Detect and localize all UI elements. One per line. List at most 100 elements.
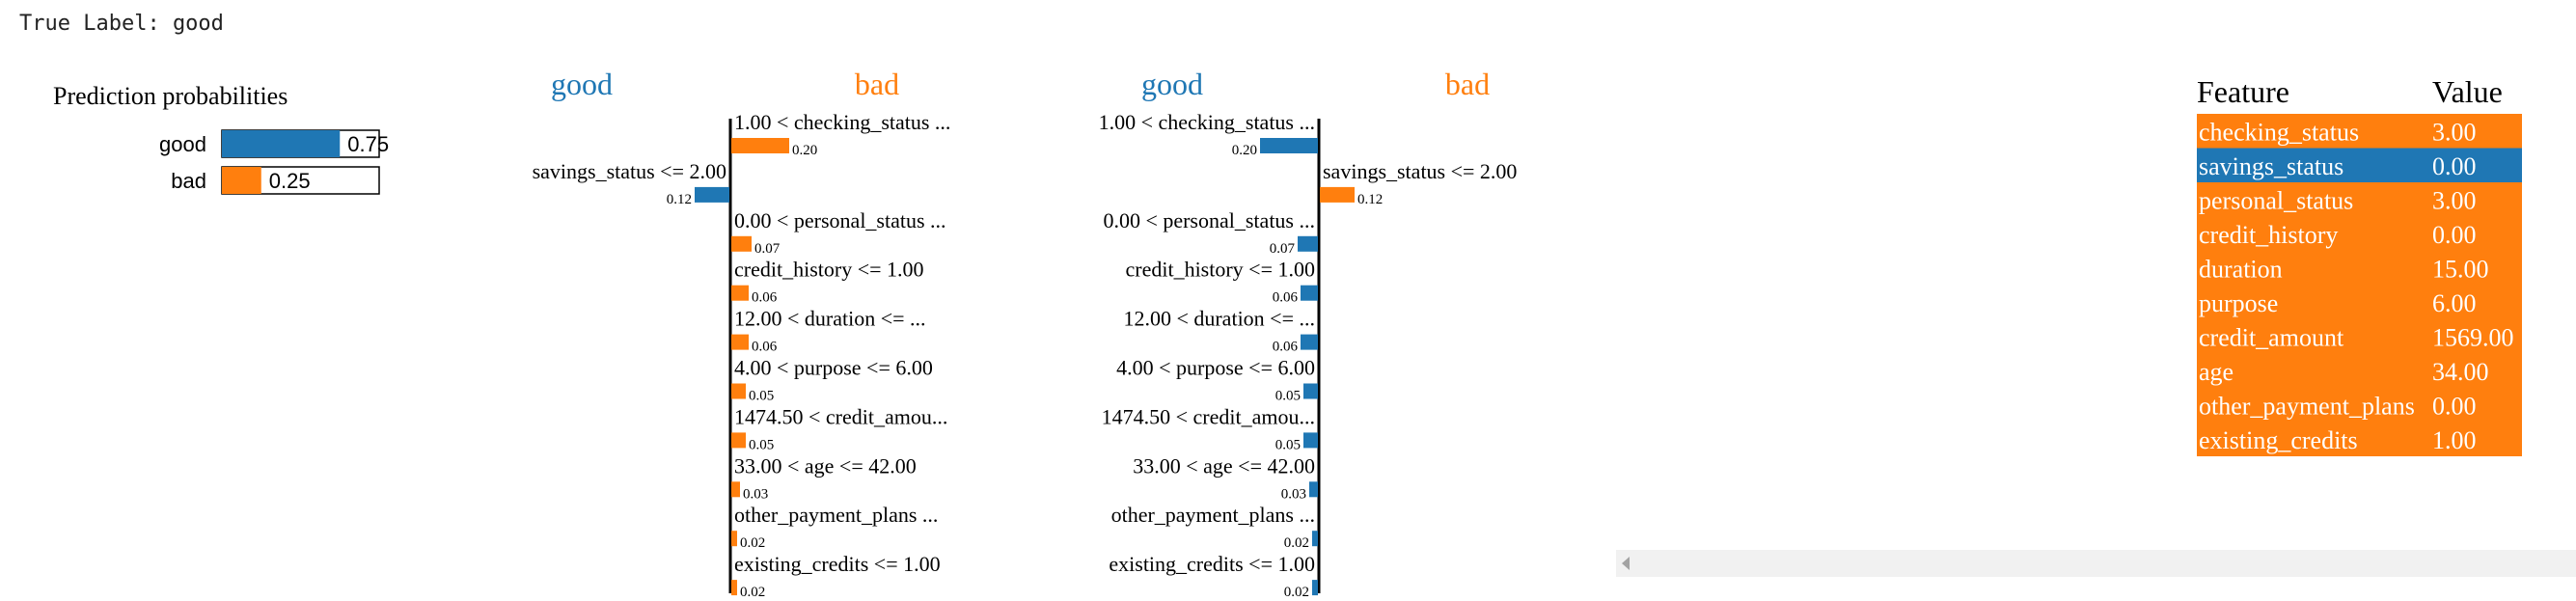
expl-b-bar-9 <box>1312 580 1318 596</box>
table-cell-feature-8: other_payment_plans <box>2199 393 2415 421</box>
expl-a-bar-1 <box>695 186 729 203</box>
expl-a-value-label-9: 0.02 <box>740 585 765 600</box>
table-cell-feature-9: existing_credits <box>2199 426 2358 454</box>
expl-a-feature-label-2: 0.00 < personal_status ... <box>734 208 946 232</box>
table-cell-value-2: 3.00 <box>2432 187 2477 215</box>
expl-b-class-bad: bad <box>1445 67 1490 101</box>
expl-b-value-label-3: 0.06 <box>1273 290 1299 306</box>
expl-a-value-label-0: 0.20 <box>792 143 817 158</box>
table-cell-feature-4: duration <box>2199 256 2283 284</box>
expl-b-value-label-9: 0.02 <box>1284 585 1309 600</box>
expl-a-feature-label-0: 1.00 < checking_status ... <box>734 110 950 134</box>
expl-b-value-label-5: 0.05 <box>1275 389 1301 404</box>
expl-b-feature-label-8: other_payment_plans ... <box>1111 503 1315 527</box>
expl-b-value-label-1: 0.12 <box>1357 192 1383 207</box>
proba-title: Prediction probabilities <box>53 82 288 110</box>
table-row-9 <box>2197 422 2522 456</box>
table-row-3 <box>2197 216 2522 251</box>
table-header-feature: Feature <box>2197 74 2289 109</box>
table-cell-value-8: 0.00 <box>2432 393 2477 421</box>
expl-b-bar-2 <box>1298 235 1318 252</box>
table-header-value: Value <box>2432 74 2503 109</box>
horizontal-scrollbar[interactable] <box>1616 550 2576 577</box>
expl-a-value-label-2: 0.07 <box>754 241 781 257</box>
expl-a-bar-5 <box>731 383 746 399</box>
expl-a-value-label-3: 0.06 <box>752 290 778 306</box>
expl-b-class-good: good <box>1141 67 1203 101</box>
expl-a-value-label-4: 0.06 <box>752 340 778 355</box>
expl-a-value-label-5: 0.05 <box>749 389 774 404</box>
expl-a-bar-4 <box>731 334 749 350</box>
expl-b-value-label-8: 0.02 <box>1284 535 1309 551</box>
table-row-2 <box>2197 182 2522 217</box>
expl-b-value-label-7: 0.03 <box>1281 486 1306 502</box>
expl-a-feature-label-4: 12.00 < duration <= ... <box>734 307 926 331</box>
true-label: True Label: good <box>19 12 224 36</box>
expl-b-feature-label-9: existing_credits <= 1.00 <box>1109 552 1315 576</box>
expl-b-bar-4 <box>1301 334 1318 350</box>
table-row-1 <box>2197 148 2522 182</box>
expl-a-feature-label-3: credit_history <= 1.00 <box>734 258 924 282</box>
table-row-5 <box>2197 285 2522 319</box>
expl-a-bar-7 <box>731 481 740 498</box>
expl-b-feature-label-1: savings_status <= 2.00 <box>1323 159 1517 183</box>
expl-b-feature-label-6: 1474.50 < credit_amou... <box>1102 404 1315 428</box>
expl-b-bar-5 <box>1303 383 1318 399</box>
table-row-6 <box>2197 319 2522 354</box>
expl-b-feature-label-5: 4.00 < purpose <= 6.00 <box>1116 356 1315 380</box>
expl-b-value-label-0: 0.20 <box>1232 143 1257 158</box>
table-cell-value-0: 3.00 <box>2432 119 2477 147</box>
expl-a-class-bad: bad <box>855 67 899 101</box>
table-row-0 <box>2197 114 2522 149</box>
expl-a-bar-3 <box>731 285 749 301</box>
expl-b-bar-6 <box>1303 432 1318 449</box>
expl-b-bar-7 <box>1309 481 1318 498</box>
table-row-4 <box>2197 251 2522 286</box>
table-cell-value-5: 6.00 <box>2432 289 2477 317</box>
expl-b-value-label-4: 0.06 <box>1273 340 1299 355</box>
expl-b-bar-8 <box>1312 531 1318 547</box>
table-cell-feature-6: credit_amount <box>2199 324 2344 352</box>
expl-a-value-label-6: 0.05 <box>749 437 774 452</box>
expl-a-class-good: good <box>551 67 613 101</box>
table-cell-feature-2: personal_status <box>2199 187 2353 215</box>
proba-value-bad: 0.25 <box>269 169 311 193</box>
proba-bar-good <box>222 130 341 157</box>
table-cell-feature-0: checking_status <box>2199 119 2359 147</box>
expl-a-feature-label-9: existing_credits <= 1.00 <box>734 552 941 576</box>
table-cell-value-3: 0.00 <box>2432 221 2477 249</box>
expl-a-bar-6 <box>731 432 746 449</box>
expl-a-feature-label-7: 33.00 < age <= 42.00 <box>734 453 917 478</box>
expl-b-feature-label-3: credit_history <= 1.00 <box>1125 258 1315 282</box>
expl-b-feature-label-2: 0.00 < personal_status ... <box>1103 208 1315 232</box>
table-cell-value-4: 15.00 <box>2432 256 2489 284</box>
table-cell-value-1: 0.00 <box>2432 152 2477 180</box>
scroll-left-arrow-icon[interactable] <box>1622 557 1630 570</box>
table-cell-feature-5: purpose <box>2199 289 2278 317</box>
expl-a-bar-8 <box>731 531 737 547</box>
expl-a-bar-2 <box>731 235 752 252</box>
proba-label-bad: bad <box>171 169 206 193</box>
table-cell-feature-1: savings_status <box>2199 152 2343 180</box>
expl-a-value-label-1: 0.12 <box>667 192 692 207</box>
table-row-8 <box>2197 388 2522 423</box>
expl-a-feature-label-8: other_payment_plans ... <box>734 503 938 527</box>
table-cell-feature-7: age <box>2199 358 2233 386</box>
table-cell-value-6: 1569.00 <box>2432 324 2514 352</box>
expl-a-value-label-8: 0.02 <box>740 535 765 551</box>
expl-b-bar-0 <box>1260 138 1318 153</box>
expl-a-feature-label-5: 4.00 < purpose <= 6.00 <box>734 356 933 380</box>
proba-value-good: 0.75 <box>347 132 389 156</box>
expl-b-feature-label-0: 1.00 < checking_status ... <box>1099 110 1315 134</box>
table-cell-feature-3: credit_history <box>2199 221 2338 249</box>
expl-b-bar-3 <box>1301 285 1318 301</box>
proba-label-good: good <box>159 132 206 156</box>
expl-a-bar-9 <box>731 580 737 596</box>
expl-a-value-label-7: 0.03 <box>743 486 768 502</box>
expl-b-feature-label-4: 12.00 < duration <= ... <box>1123 307 1315 331</box>
expl-a-feature-label-1: savings_status <= 2.00 <box>533 159 726 183</box>
table-row-7 <box>2197 353 2522 388</box>
expl-a-feature-label-6: 1474.50 < credit_amou... <box>734 404 947 428</box>
expl-b-feature-label-7: 33.00 < age <= 42.00 <box>1133 453 1315 478</box>
